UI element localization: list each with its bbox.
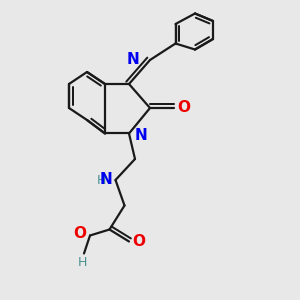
Text: O: O	[133, 234, 146, 249]
Text: H: H	[78, 256, 87, 269]
Text: O: O	[178, 100, 190, 116]
Text: O: O	[74, 226, 86, 242]
Text: H: H	[97, 173, 106, 187]
Text: N: N	[127, 52, 140, 68]
Text: N: N	[100, 172, 112, 188]
Text: N: N	[134, 128, 147, 142]
